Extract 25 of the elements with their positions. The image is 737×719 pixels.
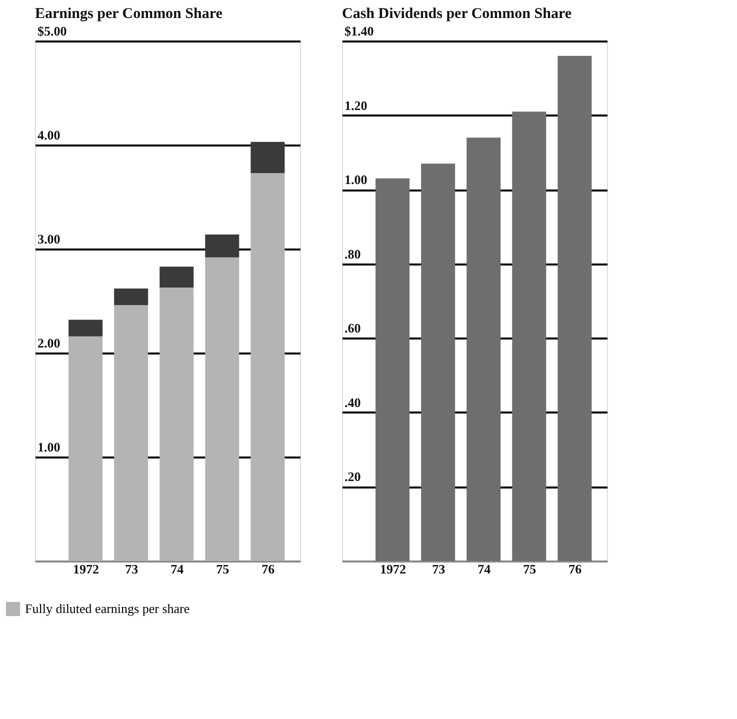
y-tick-label: 2.00 [38, 336, 60, 350]
chart-title: Earnings per Common Share [35, 6, 223, 22]
y-tick-label: .40 [344, 394, 361, 410]
y-tick-label: .60 [344, 320, 361, 336]
x-tick-label: 75 [523, 562, 537, 576]
chart-title: Cash Dividends per Common Share [342, 6, 572, 22]
x-tick-label: 76 [262, 562, 276, 576]
x-tick-label: 76 [568, 562, 582, 576]
legend-label: Fully diluted earnings per share [25, 601, 190, 616]
y-tick-label: $5.00 [38, 24, 67, 38]
x-tick-label: 74 [170, 562, 184, 576]
y-tick-label: 1.00 [38, 440, 60, 454]
x-tick-label: 1972 [73, 562, 100, 576]
y-tick-label: 1.20 [344, 98, 368, 113]
x-tick-label: 1972 [380, 562, 406, 576]
x-tick-label: 75 [216, 562, 230, 576]
y-tick-label: .80 [344, 246, 361, 262]
y-tick-label: 3.00 [38, 232, 60, 246]
x-tick-label: 73 [432, 562, 446, 576]
y-tick-label: 4.00 [38, 128, 60, 142]
y-tick-label: $1.40 [344, 24, 374, 38]
y-tick-label: 1.00 [344, 172, 368, 188]
x-tick-label: 74 [478, 562, 492, 576]
y-tick-label: .20 [344, 469, 361, 484]
x-tick-label: 73 [125, 562, 139, 576]
